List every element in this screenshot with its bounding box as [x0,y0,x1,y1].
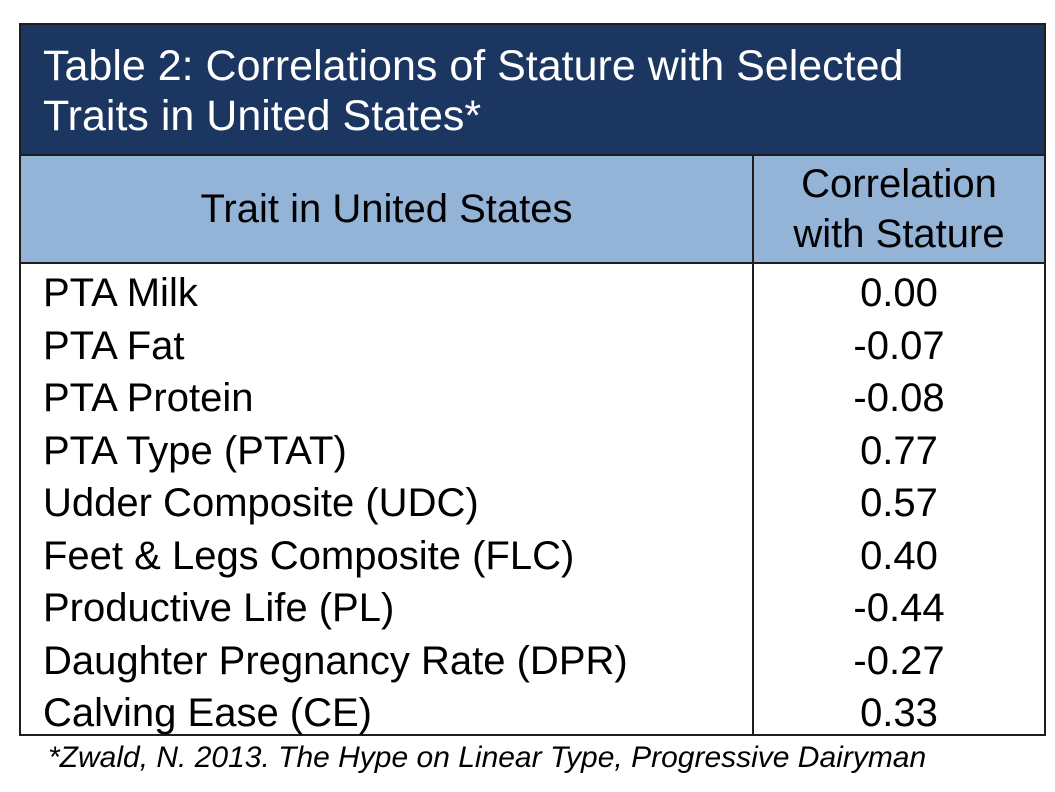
header-correlation-line1: Correlation [801,162,997,206]
header-correlation-line2: with Stature [793,212,1005,256]
trait-cell: Daughter Pregnancy Rate (DPR) [43,638,628,683]
correlation-cell: 0.40 [860,533,938,578]
trait-cell: Feet & Legs Composite (FLC) [43,533,575,578]
correlation-cell: 0.57 [860,481,938,525]
table-row: Feet & Legs Composite (FLC) 0.40 [21,530,1044,583]
table-row: Udder Composite (UDC) 0.57 [21,477,1044,530]
table-title-bar: Table 2: Correlations of Stature with Se… [21,25,1044,156]
trait-cell: Productive Life (PL) [43,586,395,630]
trait-cell: PTA Fat [43,323,185,368]
table-header-row: Trait in United States Correlation with … [21,156,1044,264]
correlation-cell: -0.07 [853,323,945,368]
correlation-cell: 0.00 [860,271,938,315]
trait-cell: PTA Milk [43,271,198,315]
correlation-table: Table 2: Correlations of Stature with Se… [19,23,1046,736]
trait-cell: PTA Protein [43,376,254,420]
correlation-cell: -0.44 [853,586,945,630]
correlation-cell: 0.77 [860,428,938,473]
table-body: PTA Milk 0.00 PTA Fat -0.07 PTA Protein … [21,264,1044,735]
table-row: PTA Type (PTAT) 0.77 [21,425,1044,478]
column-divider [752,156,754,734]
source-footnote: *Zwald, N. 2013. The Hype on Linear Type… [48,741,927,774]
correlation-cell: -0.08 [853,376,945,420]
table-row: Productive Life (PL) -0.44 [21,582,1044,635]
table-row: Daughter Pregnancy Rate (DPR) -0.27 [21,635,1044,688]
header-trait: Trait in United States [200,186,573,231]
table-row: PTA Milk 0.00 [21,267,1044,320]
table-row: PTA Protein -0.08 [21,372,1044,425]
correlation-cell: 0.33 [860,691,938,735]
trait-cell: Calving Ease (CE) [43,691,373,735]
table-title: Table 2: Correlations of Stature with Se… [43,42,904,140]
header-correlation: Correlation with Stature [754,156,1044,262]
table-row: PTA Fat -0.07 [21,320,1044,373]
table-row: Calving Ease (CE) 0.33 [21,687,1044,740]
correlation-cell: -0.27 [853,638,945,683]
trait-cell: PTA Type (PTAT) [43,428,347,473]
trait-cell: Udder Composite (UDC) [43,481,479,525]
